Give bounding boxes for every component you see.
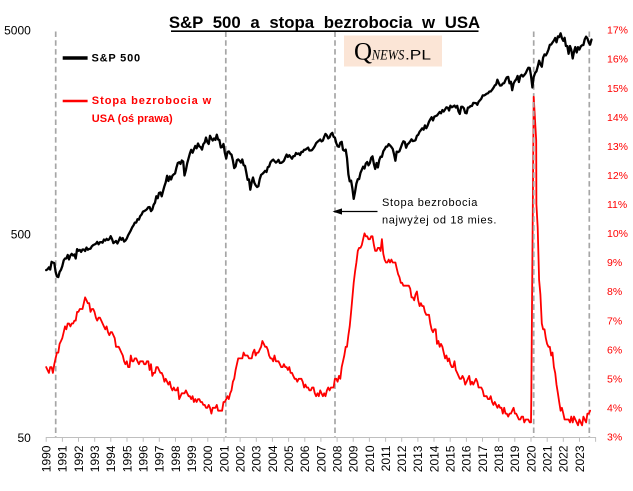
- svg-text:2018: 2018: [492, 445, 506, 472]
- svg-text:1994: 1994: [104, 445, 118, 472]
- svg-text:2013: 2013: [411, 445, 425, 472]
- svg-text:7%: 7%: [607, 315, 622, 327]
- svg-text:2022: 2022: [557, 445, 571, 472]
- svg-text:1995: 1995: [120, 445, 134, 472]
- svg-text:1997: 1997: [153, 445, 167, 472]
- svg-text:12%: 12%: [607, 170, 628, 182]
- svg-text:2007: 2007: [314, 445, 328, 472]
- svg-text:500: 500: [11, 227, 31, 241]
- svg-text:11%: 11%: [607, 199, 627, 211]
- svg-text:2001: 2001: [217, 445, 231, 472]
- svg-text:16%: 16%: [607, 54, 628, 66]
- svg-text:50: 50: [17, 431, 31, 445]
- svg-text:2016: 2016: [460, 445, 474, 472]
- svg-text:2009: 2009: [347, 445, 361, 472]
- svg-text:15%: 15%: [607, 83, 628, 95]
- svg-text:Stopa bezrobocia: Stopa bezrobocia: [382, 197, 478, 209]
- svg-text:Stopa bezrobocia w: Stopa bezrobocia w: [92, 95, 212, 107]
- svg-text:najwyżej od 18 mies.: najwyżej od 18 mies.: [382, 215, 497, 227]
- svg-text:6%: 6%: [607, 344, 622, 356]
- svg-text:17%: 17%: [607, 25, 628, 37]
- svg-text:2023: 2023: [573, 445, 587, 472]
- svg-text:1999: 1999: [185, 445, 199, 472]
- svg-text:2019: 2019: [508, 445, 522, 472]
- svg-text:2020: 2020: [524, 445, 538, 472]
- svg-text:2003: 2003: [250, 445, 264, 472]
- svg-text:2012: 2012: [395, 445, 409, 472]
- svg-text:2017: 2017: [476, 445, 490, 472]
- svg-text:2005: 2005: [282, 445, 296, 472]
- svg-text:2002: 2002: [234, 445, 248, 472]
- svg-text:1990: 1990: [40, 445, 54, 472]
- svg-text:1991: 1991: [56, 445, 70, 472]
- svg-text:1992: 1992: [72, 445, 86, 472]
- svg-text:3%: 3%: [607, 432, 622, 444]
- svg-text:2004: 2004: [266, 445, 280, 472]
- svg-text:2008: 2008: [330, 445, 344, 472]
- svg-text:S&P 500 a stopa bezrobocia w U: S&P 500 a stopa bezrobocia w USA: [169, 13, 480, 32]
- svg-text:NEWS: NEWS: [371, 48, 405, 64]
- svg-text:USA (oś prawa): USA (oś prawa): [92, 113, 173, 125]
- svg-text:5000: 5000: [4, 23, 31, 37]
- svg-text:.PL: .PL: [405, 47, 431, 63]
- svg-text:4%: 4%: [607, 403, 622, 415]
- svg-text:5%: 5%: [607, 374, 622, 386]
- svg-text:10%: 10%: [607, 228, 628, 240]
- svg-text:8%: 8%: [607, 286, 622, 298]
- svg-text:1998: 1998: [169, 445, 183, 472]
- svg-text:13%: 13%: [607, 141, 628, 153]
- svg-text:2010: 2010: [363, 445, 377, 472]
- svg-text:9%: 9%: [607, 257, 622, 269]
- svg-text:14%: 14%: [607, 112, 628, 124]
- svg-text:2015: 2015: [444, 445, 458, 472]
- svg-text:1993: 1993: [88, 445, 102, 472]
- svg-text:Q: Q: [354, 39, 372, 66]
- svg-text:1996: 1996: [137, 445, 151, 472]
- svg-text:2006: 2006: [298, 445, 312, 472]
- svg-text:2014: 2014: [427, 445, 441, 472]
- svg-text:S&P 500: S&P 500: [92, 53, 141, 65]
- svg-text:2021: 2021: [541, 445, 555, 472]
- svg-text:2000: 2000: [201, 445, 215, 472]
- svg-text:2011: 2011: [379, 445, 393, 471]
